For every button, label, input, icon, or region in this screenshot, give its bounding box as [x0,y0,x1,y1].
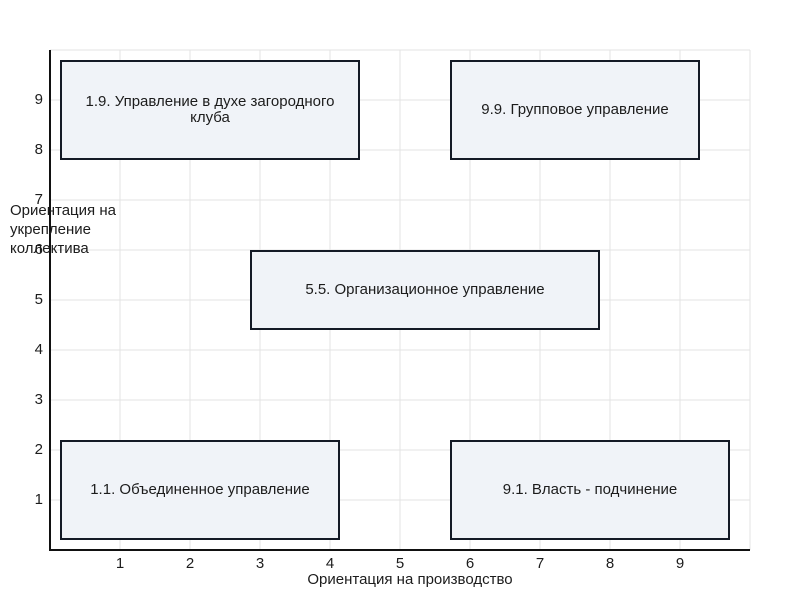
x-tick-label: 4 [325,555,335,572]
x-tick-label: 9 [675,555,685,572]
x-tick-label: 3 [255,555,265,572]
x-tick-label: 7 [535,555,545,572]
x-tick-label: 8 [605,555,615,572]
box-label: 9.9. Групповое управление [481,101,669,118]
y-tick-label: 8 [34,141,43,158]
box-label: 5.5. Организационное управление [305,281,545,298]
x-axis-label: Ориентация на производство [307,571,513,588]
box-impoverished-management: 1.1. Объединенное управление [60,440,340,540]
x-tick-label: 1 [115,555,125,572]
y-tick-label: 5 [34,291,43,308]
box-label: 9.1. Власть - подчинение [502,481,678,498]
x-tick-label: 5 [395,555,405,572]
box-team-management: 9.9. Групповое управление [450,60,700,160]
box-label: 1.1. Объединенное управление [90,481,310,498]
x-tick-label: 6 [465,555,475,572]
y-tick-label: 6 [34,241,43,258]
box-label: 1.9. Управление в духе загородного клуба [85,93,335,126]
box-authority-compliance: 9.1. Власть - подчинение [450,440,730,540]
y-tick-label: 7 [34,191,43,208]
y-axis-label: Ориентация на укрепление коллектива [10,202,116,257]
y-tick-label: 9 [34,91,43,108]
y-tick-label: 4 [34,341,43,358]
y-tick-label: 1 [34,491,43,508]
y-tick-label: 3 [34,391,43,408]
box-organizational-management: 5.5. Организационное управление [250,250,600,330]
y-tick-label: 2 [34,441,43,458]
box-country-club-management: 1.9. Управление в духе загородного клуба [60,60,360,160]
x-tick-label: 2 [185,555,195,572]
